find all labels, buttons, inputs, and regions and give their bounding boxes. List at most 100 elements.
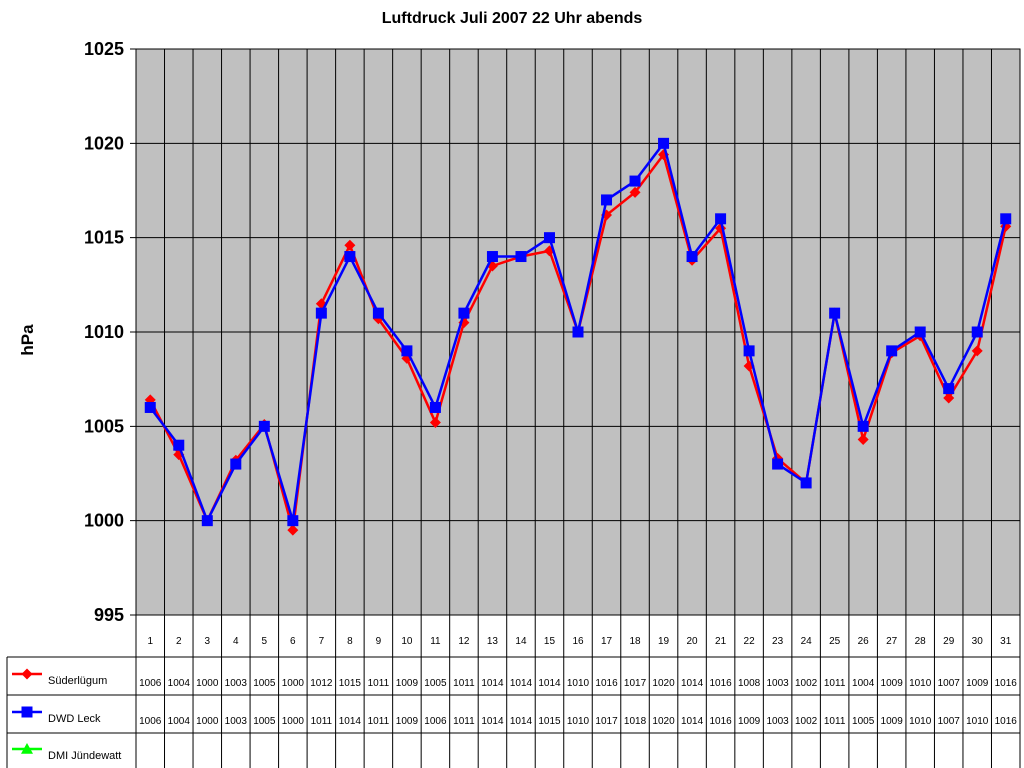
table-cell: 1003 xyxy=(225,678,248,689)
table-cell: 1009 xyxy=(396,678,419,689)
table-cell: 1004 xyxy=(168,716,191,727)
data-point xyxy=(914,326,926,338)
table-cell: 1006 xyxy=(139,716,162,727)
table-cell: 1016 xyxy=(995,716,1018,727)
table-cell: 1020 xyxy=(652,678,675,689)
data-point xyxy=(344,239,356,251)
data-point xyxy=(629,186,641,198)
table-cell: 1014 xyxy=(538,678,561,689)
table-cell: 1011 xyxy=(824,716,846,727)
x-tick-label: 16 xyxy=(572,636,584,647)
table-cell: 1002 xyxy=(795,716,818,727)
data-point xyxy=(1000,213,1012,225)
data-point xyxy=(829,307,841,319)
table-cell: 1010 xyxy=(909,678,932,689)
table-cell: 1015 xyxy=(339,678,362,689)
table-cell: 1003 xyxy=(225,716,248,727)
x-tick-label: 5 xyxy=(262,636,268,647)
legend-label: DWD Leck xyxy=(48,713,101,725)
table-cell: 1015 xyxy=(538,716,561,727)
x-tick-label: 31 xyxy=(1000,636,1012,647)
table-cell: 1006 xyxy=(424,716,447,727)
table-cell: 1007 xyxy=(938,716,961,727)
y-tick-label: 1000 xyxy=(84,511,124,531)
table-cell: 1000 xyxy=(196,678,219,689)
table-cell: 1011 xyxy=(311,716,333,727)
table-cell: 1016 xyxy=(709,716,732,727)
table-cell: 1005 xyxy=(253,678,276,689)
table-cell: 1014 xyxy=(510,678,533,689)
data-point xyxy=(943,392,955,404)
table-cell: 1005 xyxy=(424,678,447,689)
data-point xyxy=(486,251,498,263)
table-cell: 1011 xyxy=(368,678,390,689)
data-point xyxy=(743,345,755,357)
x-tick-label: 9 xyxy=(376,636,382,647)
x-tick-label: 29 xyxy=(943,636,955,647)
y-tick-label: 1015 xyxy=(84,228,124,248)
table-cell: 1017 xyxy=(624,678,647,689)
table-cell: 1009 xyxy=(738,716,761,727)
table-cell: 1014 xyxy=(681,716,704,727)
y-tick-label: 1010 xyxy=(84,322,124,342)
data-point xyxy=(971,345,983,357)
table-cell: 1011 xyxy=(453,678,475,689)
y-tick-label: 1005 xyxy=(84,416,124,436)
x-tick-label: 20 xyxy=(687,636,699,647)
data-point xyxy=(886,345,898,357)
table-cell: 1011 xyxy=(824,678,846,689)
x-tick-label: 7 xyxy=(319,636,325,647)
data-point xyxy=(372,307,384,319)
data-point xyxy=(800,477,812,489)
x-tick-label: 30 xyxy=(972,636,984,647)
table-cell: 1005 xyxy=(253,716,276,727)
x-tick-label: 6 xyxy=(290,636,296,647)
data-point xyxy=(943,383,955,395)
x-tick-label: 18 xyxy=(629,636,641,647)
data-point xyxy=(857,434,869,446)
x-tick-label: 11 xyxy=(430,636,441,647)
table-cell: 1014 xyxy=(481,716,504,727)
data-point xyxy=(230,458,242,470)
table-cell: 1009 xyxy=(966,678,989,689)
data-point xyxy=(429,417,441,429)
table-cell: 1010 xyxy=(966,716,989,727)
data-point xyxy=(543,232,555,244)
table-cell: 1000 xyxy=(282,716,305,727)
table-cell: 1009 xyxy=(881,716,904,727)
table-cell: 1008 xyxy=(738,678,761,689)
data-point xyxy=(572,326,584,338)
table-cell: 1005 xyxy=(852,716,875,727)
data-point xyxy=(772,458,784,470)
data-point xyxy=(173,439,185,451)
table-cell: 1012 xyxy=(310,678,333,689)
x-tick-label: 24 xyxy=(801,636,813,647)
data-point xyxy=(258,420,270,432)
table-cell: 1010 xyxy=(909,716,932,727)
data-point xyxy=(658,137,670,149)
table-cell: 1016 xyxy=(995,678,1018,689)
x-tick-label: 25 xyxy=(829,636,841,647)
x-tick-label: 2 xyxy=(176,636,182,647)
table-cell: 1011 xyxy=(453,716,475,727)
y-tick-label: 995 xyxy=(94,605,124,625)
table-cell: 1016 xyxy=(709,678,732,689)
table-cell: 1009 xyxy=(396,716,419,727)
x-tick-label: 1 xyxy=(147,636,153,647)
legend-marker xyxy=(21,706,33,718)
x-tick-label: 19 xyxy=(658,636,670,647)
data-point xyxy=(458,307,470,319)
table-cell: 1003 xyxy=(766,716,789,727)
x-tick-label: 12 xyxy=(458,636,470,647)
legend-marker xyxy=(21,668,33,680)
table-cell: 1000 xyxy=(282,678,305,689)
data-point xyxy=(287,524,299,536)
table-cell: 1018 xyxy=(624,716,647,727)
x-tick-label: 10 xyxy=(401,636,413,647)
table-cell: 1014 xyxy=(339,716,362,727)
table-cell: 1014 xyxy=(510,716,533,727)
data-point xyxy=(515,251,527,263)
x-tick-label: 8 xyxy=(347,636,353,647)
x-tick-label: 26 xyxy=(858,636,870,647)
